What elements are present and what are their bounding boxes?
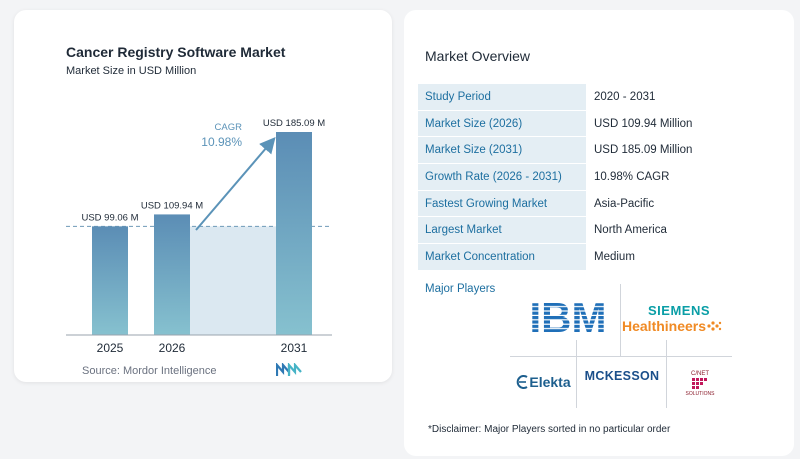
mckesson-logo-text: MCKESSON	[584, 369, 660, 383]
overview-row: Largest Market North America	[418, 217, 789, 245]
overview-row: Market Concentration Medium	[418, 244, 789, 271]
x-tick-label: 2026	[159, 341, 186, 355]
mordor-logo-icon	[276, 363, 302, 376]
elekta-logo-text: Elekta	[529, 374, 571, 390]
cnet-logo-text: C/NET	[691, 371, 709, 377]
overview-row-value: North America	[586, 217, 789, 244]
source-text: Source: Mordor Intelligence	[82, 365, 217, 377]
overview-row-key: Largest Market	[418, 217, 586, 244]
overview-table: Study Period 2020 - 2031 Market Size (2026…	[418, 84, 789, 271]
healthineers-logo-text: Healthineers	[622, 317, 707, 334]
mckesson-logo: MCKESSON	[578, 364, 666, 388]
overview-title: Market Overview	[425, 48, 531, 64]
bar-2031	[276, 132, 312, 335]
overview-row-value: 10.98% CAGR	[586, 164, 789, 190]
overview-row-key: Market Size (2026)	[418, 110, 586, 137]
overview-row-key: Market Concentration	[418, 244, 586, 270]
overview-row-key: Market Size (2031)	[418, 137, 586, 164]
overview-row: Growth Rate (2026 - 2031) 10.98% CAGR	[418, 164, 789, 191]
data-label: USD 185.09 M	[263, 118, 325, 129]
siemens-logo-text: SIEMENS	[647, 302, 710, 318]
overview-row: Fastest Growing Market Asia-Pacific	[418, 190, 789, 218]
overview-row-value: USD 185.09 Million	[586, 137, 789, 164]
chart-title: Cancer Registry Software Market	[66, 44, 286, 60]
chart-subtitle: Market Size in USD Million	[66, 65, 197, 77]
data-label: USD 109.94 M	[141, 200, 203, 211]
disclaimer-text: *Disclaimer: Major Players sorted in no …	[428, 424, 671, 435]
bar-2025	[92, 226, 128, 335]
major-players-title: Major Players	[425, 283, 496, 295]
overview-row-key: Study Period	[418, 84, 586, 110]
cagr-value: 10.98%	[201, 135, 242, 149]
overview-row-value: Medium	[586, 244, 789, 270]
overview-row-value: 2020 - 2031	[586, 84, 789, 110]
x-tick-label: 2031	[281, 341, 308, 355]
cnet-solutions-logo: C/NET SOLUTIONS	[670, 364, 730, 404]
overview-row-key: Fastest Growing Market	[418, 190, 586, 217]
overview-row: Market Size (2026) USD 109.94 Million	[418, 110, 789, 138]
overview-row-value: Asia-Pacific	[586, 190, 789, 217]
elekta-logo: Elekta	[510, 364, 576, 400]
cagr-label: CAGR	[215, 122, 243, 133]
cnet-grid-icon	[692, 378, 707, 389]
data-label: USD 99.06 M	[81, 212, 138, 223]
cagr-arrow	[195, 136, 276, 231]
bar-2026	[154, 214, 190, 335]
overview-row: Study Period 2020 - 2031	[418, 84, 789, 111]
elekta-icon	[517, 375, 528, 389]
ibm-logo: IBM	[518, 292, 618, 340]
bar-chart: USD 99.06 M 2025 USD 109.94 M 2026 USD 185.0…	[66, 118, 332, 355]
overview-row-value: USD 109.94 Million	[586, 110, 789, 137]
overview-row: Market Size (2031) USD 185.09 Million	[418, 137, 789, 165]
healthineers-dots-icon	[707, 320, 722, 331]
ibm-logo-text: IBM	[530, 294, 607, 338]
overview-row-key: Growth Rate (2026 - 2031)	[418, 164, 586, 190]
major-players-logos: IBM SIEMENS Healthineers Elekta MCKESSON…	[510, 284, 732, 408]
siemens-healthineers-logo: SIEMENS Healthineers	[622, 298, 732, 338]
growth-band	[190, 226, 276, 335]
cnet-solutions-text: SOLUTIONS	[685, 391, 715, 397]
x-tick-label: 2025	[97, 341, 124, 355]
